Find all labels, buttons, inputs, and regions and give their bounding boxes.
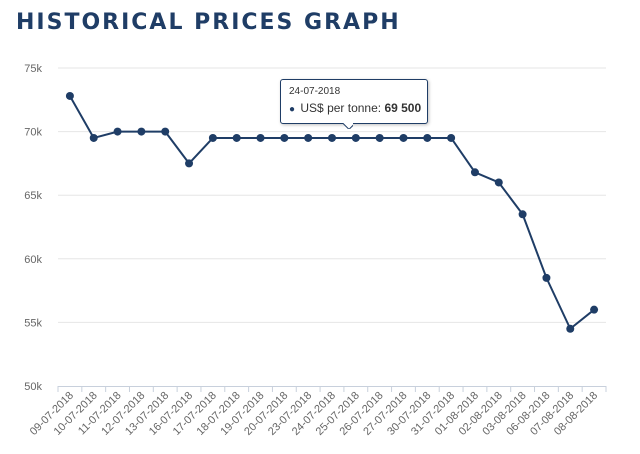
data-point[interactable]	[470, 168, 479, 177]
y-axis-ticks: 50k 55k 60k 65k 70k 75k	[24, 63, 42, 393]
data-point[interactable]	[494, 178, 503, 187]
data-point[interactable]	[232, 133, 241, 142]
tooltip-series-label: US$ per tonne:	[300, 101, 382, 115]
y-tick-label: 55k	[24, 317, 42, 329]
series-line	[69, 95, 595, 330]
data-point[interactable]	[542, 273, 551, 282]
data-point[interactable]	[399, 133, 408, 142]
data-point[interactable]	[328, 133, 336, 142]
y-tick-label: 65k	[24, 190, 42, 202]
data-point[interactable]	[590, 305, 599, 314]
x-axis	[57, 386, 607, 392]
data-point[interactable]	[375, 133, 384, 142]
data-point[interactable]	[423, 133, 432, 142]
data-point[interactable]	[137, 127, 146, 136]
y-tick-label: 60k	[24, 254, 42, 266]
data-point[interactable]	[89, 133, 98, 142]
data-point[interactable]	[161, 127, 170, 136]
data-point[interactable]	[304, 133, 313, 142]
data-point[interactable]	[447, 133, 456, 142]
data-point[interactable]	[351, 133, 360, 142]
data-point[interactable]	[280, 133, 289, 142]
data-point[interactable]	[256, 133, 265, 142]
tooltip-value: 69 500	[384, 101, 422, 115]
data-point[interactable]	[65, 91, 74, 100]
point-tooltip: 24-07-2018 ● US$ per tonne: 69 500	[280, 79, 428, 124]
y-tick-label: 50k	[24, 381, 42, 393]
data-point[interactable]	[566, 324, 575, 333]
price-series	[65, 91, 599, 333]
x-axis-ticks: 09-07-201810-07-201811-07-201812-07-2018…	[28, 390, 600, 438]
y-tick-label: 75k	[24, 63, 42, 75]
data-point[interactable]	[113, 127, 122, 136]
data-point[interactable]	[518, 210, 527, 219]
data-point[interactable]	[185, 159, 194, 168]
page-title: HISTORICAL PRICES GRAPH	[16, 10, 401, 35]
tooltip-date: 24-07-2018	[289, 86, 341, 97]
tooltip-pointer	[343, 123, 353, 129]
y-tick-label: 70k	[24, 127, 42, 139]
tooltip-row: ● US$ per tonne: 69 500	[289, 101, 422, 115]
circle-bullet-icon: ●	[289, 104, 296, 115]
data-point[interactable]	[208, 133, 217, 142]
